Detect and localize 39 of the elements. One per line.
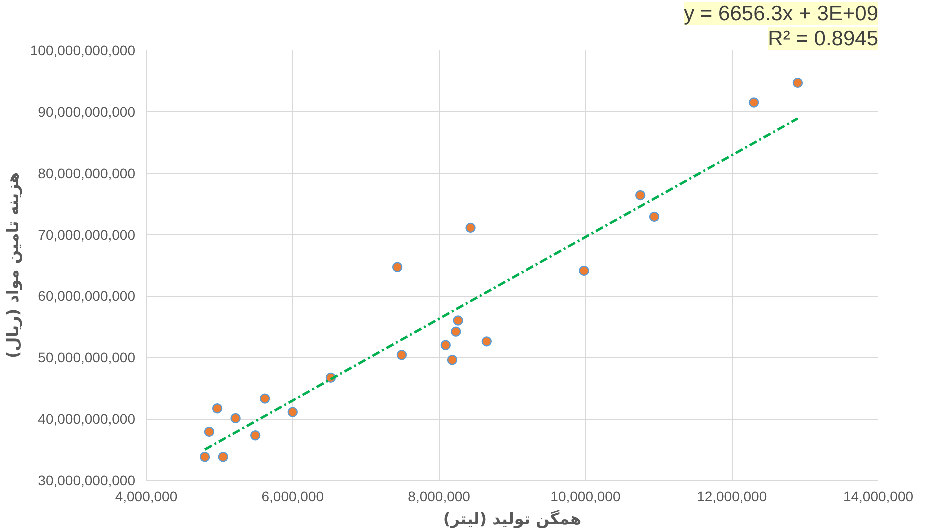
point	[212, 404, 223, 414]
point	[792, 78, 804, 88]
y-tick-label: 80,000,000,000	[38, 165, 136, 182]
y-tick-label: 90,000,000,000	[38, 104, 136, 120]
y-tick-label: 70,000,000,000	[38, 226, 136, 243]
y-tick-label: 100,000,000,000	[30, 42, 136, 58]
point	[447, 355, 458, 366]
point	[260, 394, 270, 404]
point	[579, 266, 590, 276]
point	[636, 190, 646, 201]
point	[440, 340, 451, 350]
point	[392, 262, 403, 272]
point	[200, 452, 210, 462]
x-tick-label: 10,000,000	[550, 488, 621, 504]
point	[453, 316, 464, 326]
point	[649, 212, 660, 222]
x-tick-label: 8,000,000	[408, 488, 471, 504]
y-tick-label: 60,000,000,000	[38, 288, 136, 304]
point	[204, 426, 215, 438]
annotation: R² = 0.8945	[768, 28, 879, 50]
point	[482, 336, 492, 347]
point	[230, 413, 241, 424]
point	[466, 222, 476, 234]
point	[250, 430, 261, 441]
x-tick-label: 6,000,000	[262, 488, 324, 504]
x-tick-label: 12,000,000	[697, 488, 768, 504]
point	[451, 326, 462, 337]
point	[396, 350, 408, 360]
text: y = 6656.3x + 3E+09	[684, 2, 878, 26]
point	[288, 407, 298, 418]
x-axis-title: همگن تولید (لیتر)	[443, 510, 582, 528]
y-axis-title: هزینه تامین مواد (ریال)	[3, 172, 22, 359]
x-tick-label: 4,000,000	[115, 488, 178, 504]
x-tick-label: 14,000,000	[843, 488, 914, 504]
y-tick-label: 40,000,000,000	[38, 411, 136, 428]
point	[748, 98, 760, 108]
y-tick-label: 30,000,000,000	[38, 472, 136, 488]
y-tick-label: 50,000,000,000	[38, 350, 136, 366]
point	[218, 452, 228, 462]
